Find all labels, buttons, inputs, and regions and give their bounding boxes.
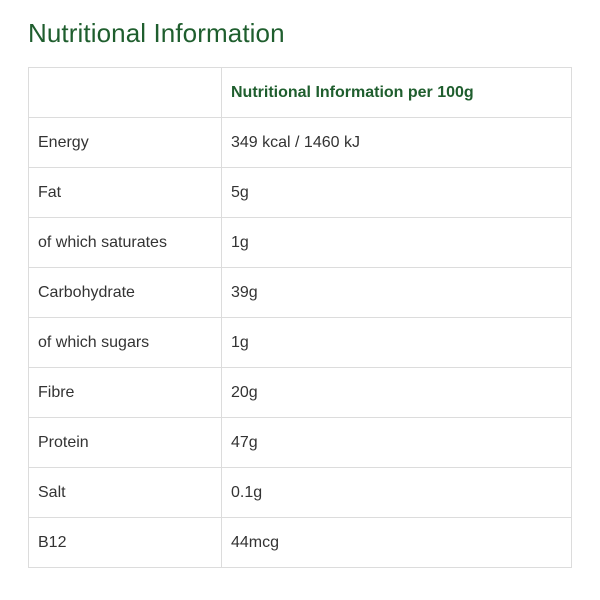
nutrient-name: Fat <box>28 167 222 218</box>
nutrient-name: Salt <box>28 467 222 518</box>
table-row: of which sugars 1g <box>28 317 572 368</box>
nutrient-name: of which sugars <box>28 317 222 368</box>
table-row: Protein 47g <box>28 417 572 468</box>
nutrient-value: 20g <box>221 367 572 418</box>
nutrient-value: 1g <box>221 217 572 268</box>
nutrient-value: 47g <box>221 417 572 468</box>
nutrient-value: 349 kcal / 1460 kJ <box>221 117 572 168</box>
table-row: of which saturates 1g <box>28 217 572 268</box>
nutrition-table: Nutritional Information per 100g Energy … <box>28 67 572 568</box>
header-cell-per-100g: Nutritional Information per 100g <box>221 67 572 118</box>
nutrient-value: 5g <box>221 167 572 218</box>
nutrient-name: Protein <box>28 417 222 468</box>
table-row: Carbohydrate 39g <box>28 267 572 318</box>
nutrient-name: Energy <box>28 117 222 168</box>
nutrient-value: 1g <box>221 317 572 368</box>
table-row: Salt 0.1g <box>28 467 572 518</box>
header-cell-nutrient <box>28 67 222 118</box>
nutrient-name: Fibre <box>28 367 222 418</box>
nutrient-name: B12 <box>28 517 222 568</box>
nutrient-name: Carbohydrate <box>28 267 222 318</box>
table-row: Fibre 20g <box>28 367 572 418</box>
nutrient-name: of which saturates <box>28 217 222 268</box>
table-row: Fat 5g <box>28 167 572 218</box>
table-header-row: Nutritional Information per 100g <box>28 67 572 118</box>
nutrient-value: 44mcg <box>221 517 572 568</box>
table-row: Energy 349 kcal / 1460 kJ <box>28 117 572 168</box>
page-title: Nutritional Information <box>28 18 285 48</box>
nutrient-value: 39g <box>221 267 572 318</box>
nutrient-value: 0.1g <box>221 467 572 518</box>
table-row: B12 44mcg <box>28 517 572 568</box>
